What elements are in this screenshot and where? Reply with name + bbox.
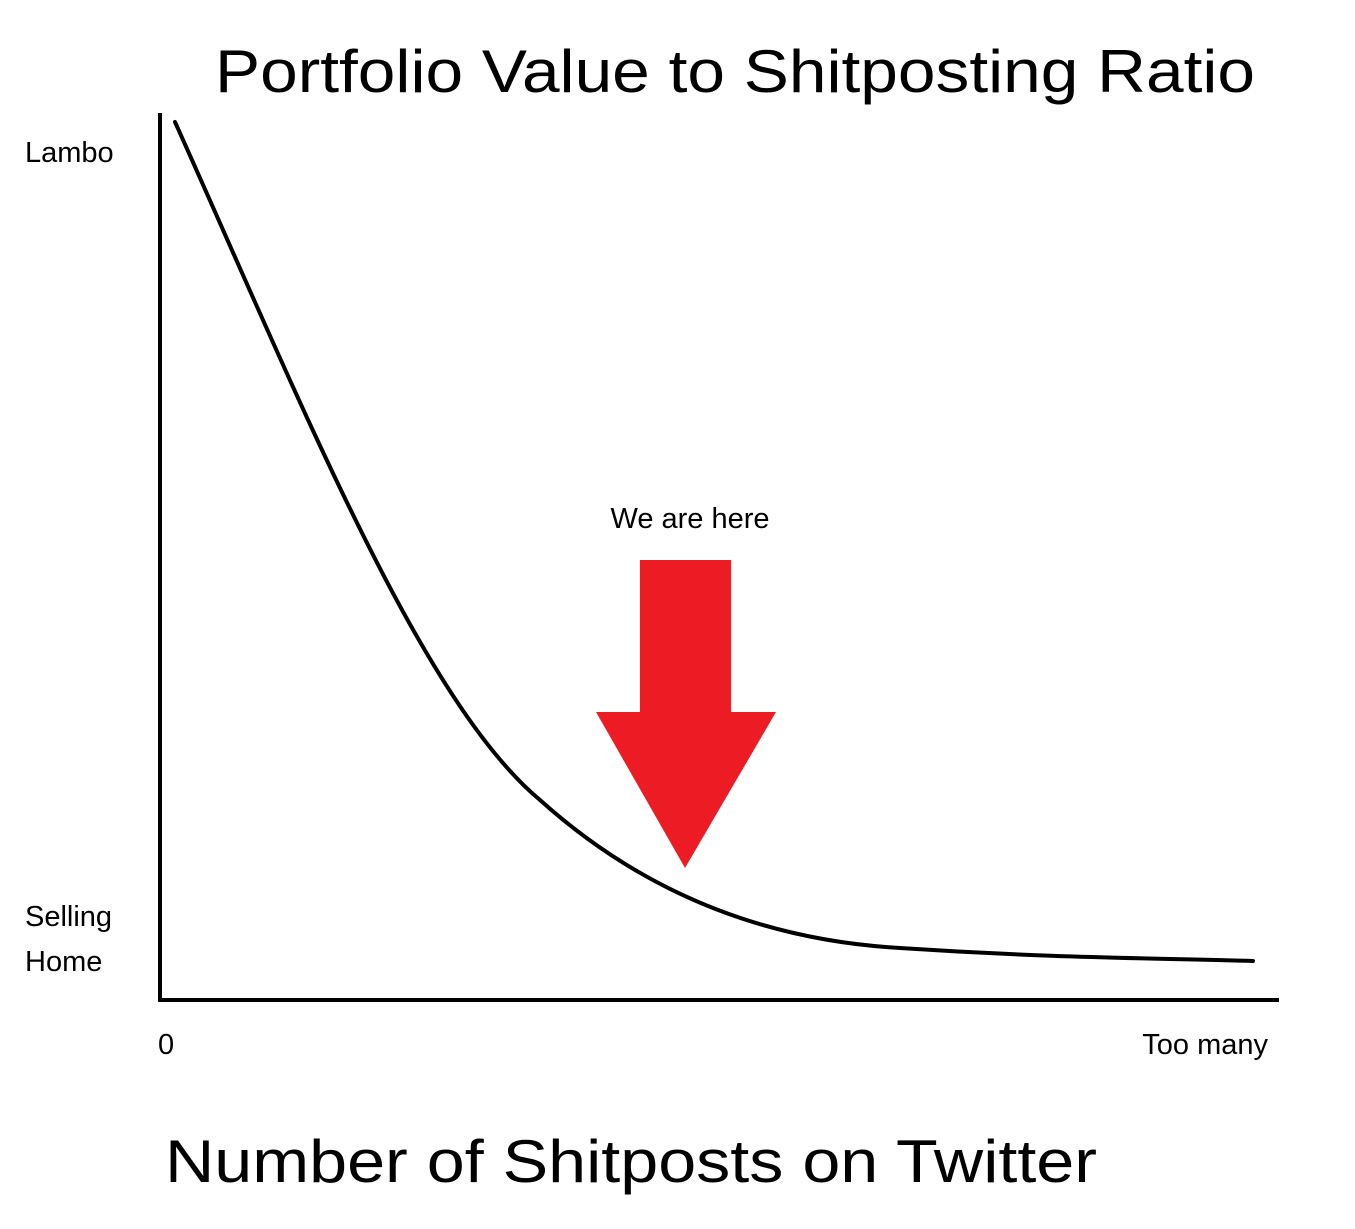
y-top-label: Lambo xyxy=(25,137,114,169)
x-axis-title: Number of Shitposts on Twitter xyxy=(165,1128,1097,1195)
chart-title: Portfolio Value to Shitposting Ratio xyxy=(215,38,1255,105)
arrow xyxy=(596,560,776,868)
y-bottom-label: Home xyxy=(25,946,102,978)
curve xyxy=(173,120,1255,963)
x-left-label: 0 xyxy=(158,1029,174,1061)
x-right-label: Too many xyxy=(1142,1029,1268,1061)
annotation: We are here xyxy=(610,503,769,535)
y-bottom-label: Selling xyxy=(25,901,112,933)
